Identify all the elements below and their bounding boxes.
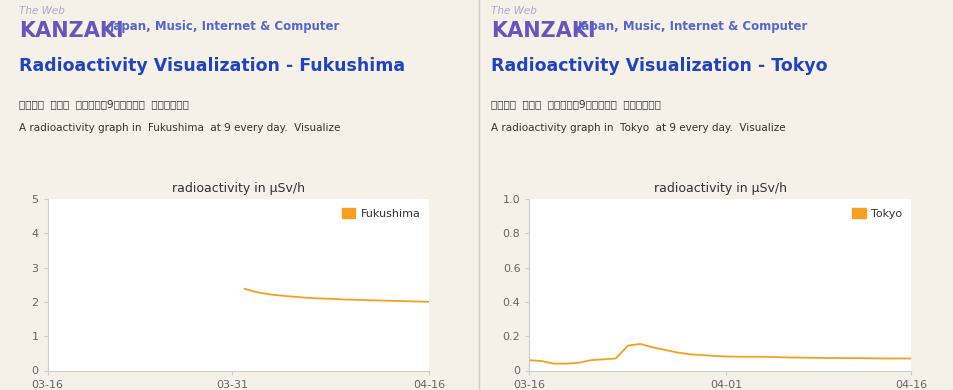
Text: 期間中の  福島県  での、毎日9時の線量の  グラフを作成: 期間中の 福島県 での、毎日9時の線量の グラフを作成 bbox=[19, 99, 189, 110]
Text: The Web: The Web bbox=[491, 6, 537, 16]
Text: Japan, Music, Internet & Computer: Japan, Music, Internet & Computer bbox=[110, 20, 339, 33]
Title: radioactivity in μSv/h: radioactivity in μSv/h bbox=[172, 182, 305, 195]
Text: A radioactivity graph in  Fukushima  at 9 every day.  Visualize: A radioactivity graph in Fukushima at 9 … bbox=[19, 123, 340, 133]
Text: Radioactivity Visualization - Fukushima: Radioactivity Visualization - Fukushima bbox=[19, 57, 405, 74]
Text: A radioactivity graph in  Tokyo  at 9 every day.  Visualize: A radioactivity graph in Tokyo at 9 ever… bbox=[491, 123, 785, 133]
Text: KANZAKI: KANZAKI bbox=[19, 21, 124, 41]
Text: The Web: The Web bbox=[19, 6, 65, 16]
Legend: Tokyo: Tokyo bbox=[848, 204, 904, 222]
Text: Radioactivity Visualization - Tokyo: Radioactivity Visualization - Tokyo bbox=[491, 57, 827, 74]
Text: Japan, Music, Internet & Computer: Japan, Music, Internet & Computer bbox=[577, 20, 806, 33]
Text: 期間中の  東京都  での、毎日9時の線量の  グラフを作成: 期間中の 東京都 での、毎日9時の線量の グラフを作成 bbox=[491, 99, 660, 110]
Legend: Fukushima: Fukushima bbox=[338, 204, 423, 222]
Text: KANZAKI: KANZAKI bbox=[491, 21, 596, 41]
Title: radioactivity in μSv/h: radioactivity in μSv/h bbox=[653, 182, 786, 195]
